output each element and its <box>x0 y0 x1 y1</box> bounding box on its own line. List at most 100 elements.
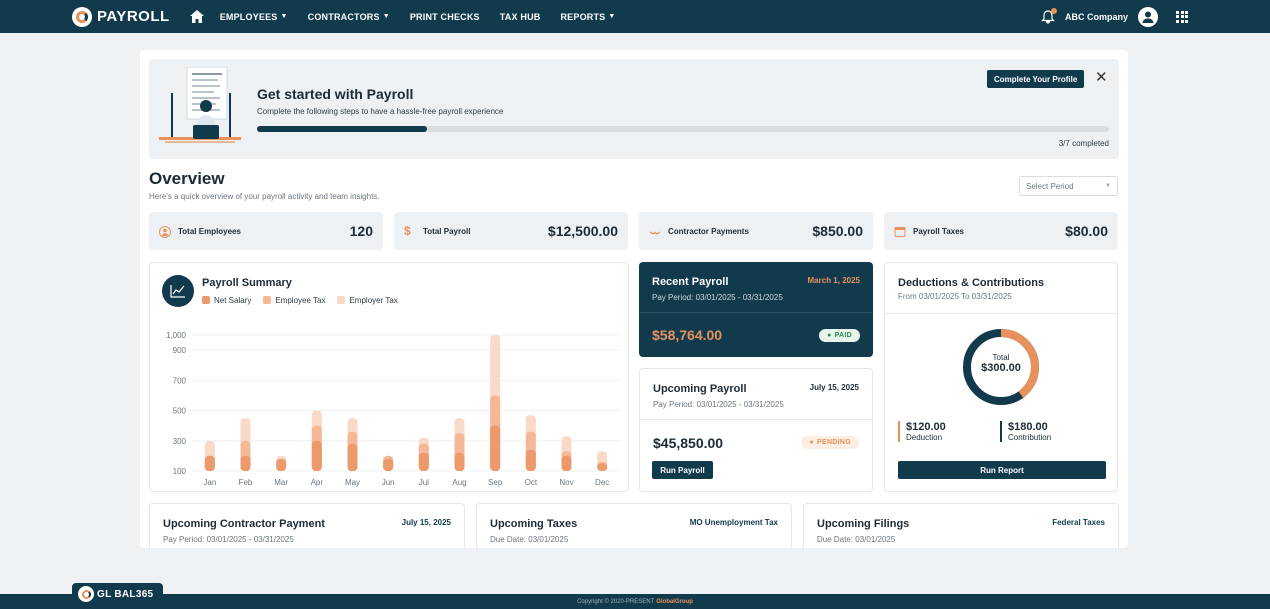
global365-logo[interactable]: GL BAL365 <box>72 583 163 605</box>
card-title: Upcoming Filings <box>817 518 910 530</box>
divider <box>885 313 1117 314</box>
legend-employer-tax: Employer Tax <box>337 296 398 305</box>
period-placeholder: Select Period <box>1026 181 1074 191</box>
stat-label: Payroll Taxes <box>913 226 964 236</box>
brand-logo[interactable]: PAYROLL <box>72 6 170 27</box>
notification-bell-icon[interactable] <box>1041 7 1057 24</box>
recent-payroll-date: March 1, 2025 <box>807 276 860 285</box>
nav-contractors[interactable]: CONTRACTORS ▼ <box>308 12 390 22</box>
x-tick-label: Jun <box>382 478 395 487</box>
x-tick-label: Jul <box>419 478 429 487</box>
card-detail: Pay Period: 03/01/2025 - 03/31/2025 <box>163 535 294 544</box>
bar-net-salary-mar[interactable] <box>276 458 287 471</box>
bar-net-salary-feb[interactable] <box>240 455 251 471</box>
onboarding-banner: Get started with Payroll Complete the fo… <box>149 59 1119 159</box>
upcoming-filings-card[interactable]: Upcoming Filings Federal Taxes Due Date:… <box>803 503 1119 548</box>
logo-mark-icon <box>78 586 94 602</box>
nav-label: PRINT CHECKS <box>409 11 480 22</box>
stat-total-employees[interactable]: Total Employees 120 <box>149 212 383 250</box>
payroll-summary-title: Payroll Summary <box>202 277 292 289</box>
upcoming-contractor-payment-card[interactable]: Upcoming Contractor Payment July 15, 202… <box>149 503 465 548</box>
bar-net-salary-jul[interactable] <box>418 452 429 471</box>
onboarding-progress-bar <box>257 126 1109 132</box>
home-icon[interactable] <box>189 10 204 23</box>
deductions-card: Deductions & Contributions From 03/01/20… <box>884 262 1118 492</box>
deduction-value: $120.00 <box>906 421 946 433</box>
bar-net-salary-sep[interactable] <box>490 425 501 471</box>
banner-title: Get started with Payroll <box>257 86 414 102</box>
stat-payroll-taxes[interactable]: Payroll Taxes $80.00 <box>884 212 1118 250</box>
bar-net-salary-jan[interactable] <box>204 455 215 471</box>
card-tag: Federal Taxes <box>1052 518 1105 527</box>
stat-value: $12,500.00 <box>547 223 618 239</box>
apps-grid-icon[interactable] <box>1176 10 1188 23</box>
stat-label: Total Employees <box>178 226 241 236</box>
bar-net-salary-jun[interactable] <box>383 458 394 471</box>
banner-subtitle: Complete the following steps to have a h… <box>257 107 504 116</box>
bar-net-salary-aug[interactable] <box>454 452 465 471</box>
contribution-value: $180.00 <box>1008 421 1048 433</box>
donut-center-label: Total $300.00 <box>961 353 1041 374</box>
deduction-summary: $120.00 Deduction <box>898 421 946 442</box>
dollar-icon: $ <box>404 224 411 238</box>
chevron-down-icon: ▼ <box>382 13 390 20</box>
y-tick-label: 100 <box>173 467 187 476</box>
payroll-summary-chart: 1,000 900 700 500 300 100 Jan Feb Mar Apr May Jun Ju… <box>166 331 620 487</box>
upcoming-taxes-card[interactable]: Upcoming Taxes MO Unemployment Tax Due D… <box>476 503 792 548</box>
status-dot-icon: ● <box>827 332 832 339</box>
select-period-dropdown[interactable]: Select Period ▼ <box>1019 176 1118 196</box>
status-text: PAID <box>834 332 852 339</box>
progress-text: 3/7 completed <box>1058 139 1109 148</box>
overview-title: Overview <box>149 169 225 188</box>
chart-line-icon <box>162 275 194 307</box>
brand-name: PAYROLL <box>97 8 170 25</box>
nav-tax-hub[interactable]: TAX HUB <box>500 12 541 22</box>
donut-total-value: $300.00 <box>981 362 1021 374</box>
nav-label: TAX HUB <box>499 11 541 22</box>
x-tick-label: Apr <box>311 478 324 487</box>
user-avatar-icon[interactable] <box>1138 6 1158 27</box>
recent-payroll-amount: $58,764.00 <box>652 327 723 343</box>
stat-contractor-payments[interactable]: Contractor Payments $850.00 <box>639 212 873 250</box>
x-tick-label: Sep <box>488 478 503 487</box>
close-icon[interactable]: ✕ <box>1095 69 1108 86</box>
run-report-button[interactable]: Run Report <box>898 461 1106 479</box>
card-detail: Due Date: 03/01/2025 <box>490 535 569 544</box>
notification-dot <box>1050 7 1057 14</box>
divider <box>639 312 873 313</box>
upcoming-payroll-title: Upcoming Payroll <box>653 383 747 395</box>
nav-reports[interactable]: REPORTS ▼ <box>560 12 615 22</box>
bar-net-salary-apr[interactable] <box>311 440 322 471</box>
bar-net-salary-may[interactable] <box>347 443 358 471</box>
nav-print-checks[interactable]: PRINT CHECKS <box>410 12 480 22</box>
company-name[interactable]: ABC Company <box>1064 11 1128 22</box>
recent-payroll-card[interactable]: Recent Payroll March 1, 2025 Pay Period:… <box>639 262 873 357</box>
deductions-title: Deductions & Contributions <box>898 277 1045 289</box>
stat-value: $850.00 <box>812 223 863 239</box>
bar-net-salary-dec[interactable] <box>597 463 608 471</box>
legend-label: Employee Tax <box>275 296 326 305</box>
legend-label: Net Salary <box>214 296 252 305</box>
bar-net-salary-nov[interactable] <box>561 455 572 471</box>
chart-legend: Net Salary Employee Tax Employer Tax <box>202 296 398 305</box>
run-payroll-button[interactable]: Run Payroll <box>652 461 713 479</box>
footer-brand[interactable]: GlobalGroup <box>656 598 693 605</box>
y-tick-label: 500 <box>173 407 187 416</box>
handshake-icon <box>649 225 661 237</box>
card-tag: MO Unemployment Tax <box>689 518 778 527</box>
stat-label: Contractor Payments <box>668 226 749 236</box>
payroll-summary-card: Payroll Summary Net Salary Employee Tax … <box>149 262 629 492</box>
x-tick-label: Nov <box>559 478 573 487</box>
bar-net-salary-oct[interactable] <box>525 449 536 471</box>
card-detail: Due Date: 03/01/2025 <box>817 535 896 544</box>
chevron-down-icon: ▼ <box>608 13 616 20</box>
complete-profile-button[interactable]: Complete Your Profile <box>987 70 1085 88</box>
y-tick-label: 700 <box>173 376 187 385</box>
stat-total-payroll[interactable]: $ Total Payroll $12,500.00 <box>394 212 628 250</box>
x-tick-label: Feb <box>239 478 253 487</box>
legend-label: Employer Tax <box>349 296 398 305</box>
footer: Copyright © 2020-PRESENT GlobalGroup <box>0 594 1270 609</box>
nav-label: CONTRACTORS <box>307 11 380 22</box>
card-title: Upcoming Taxes <box>490 518 578 530</box>
nav-employees[interactable]: EMPLOYEES ▼ <box>220 12 288 22</box>
